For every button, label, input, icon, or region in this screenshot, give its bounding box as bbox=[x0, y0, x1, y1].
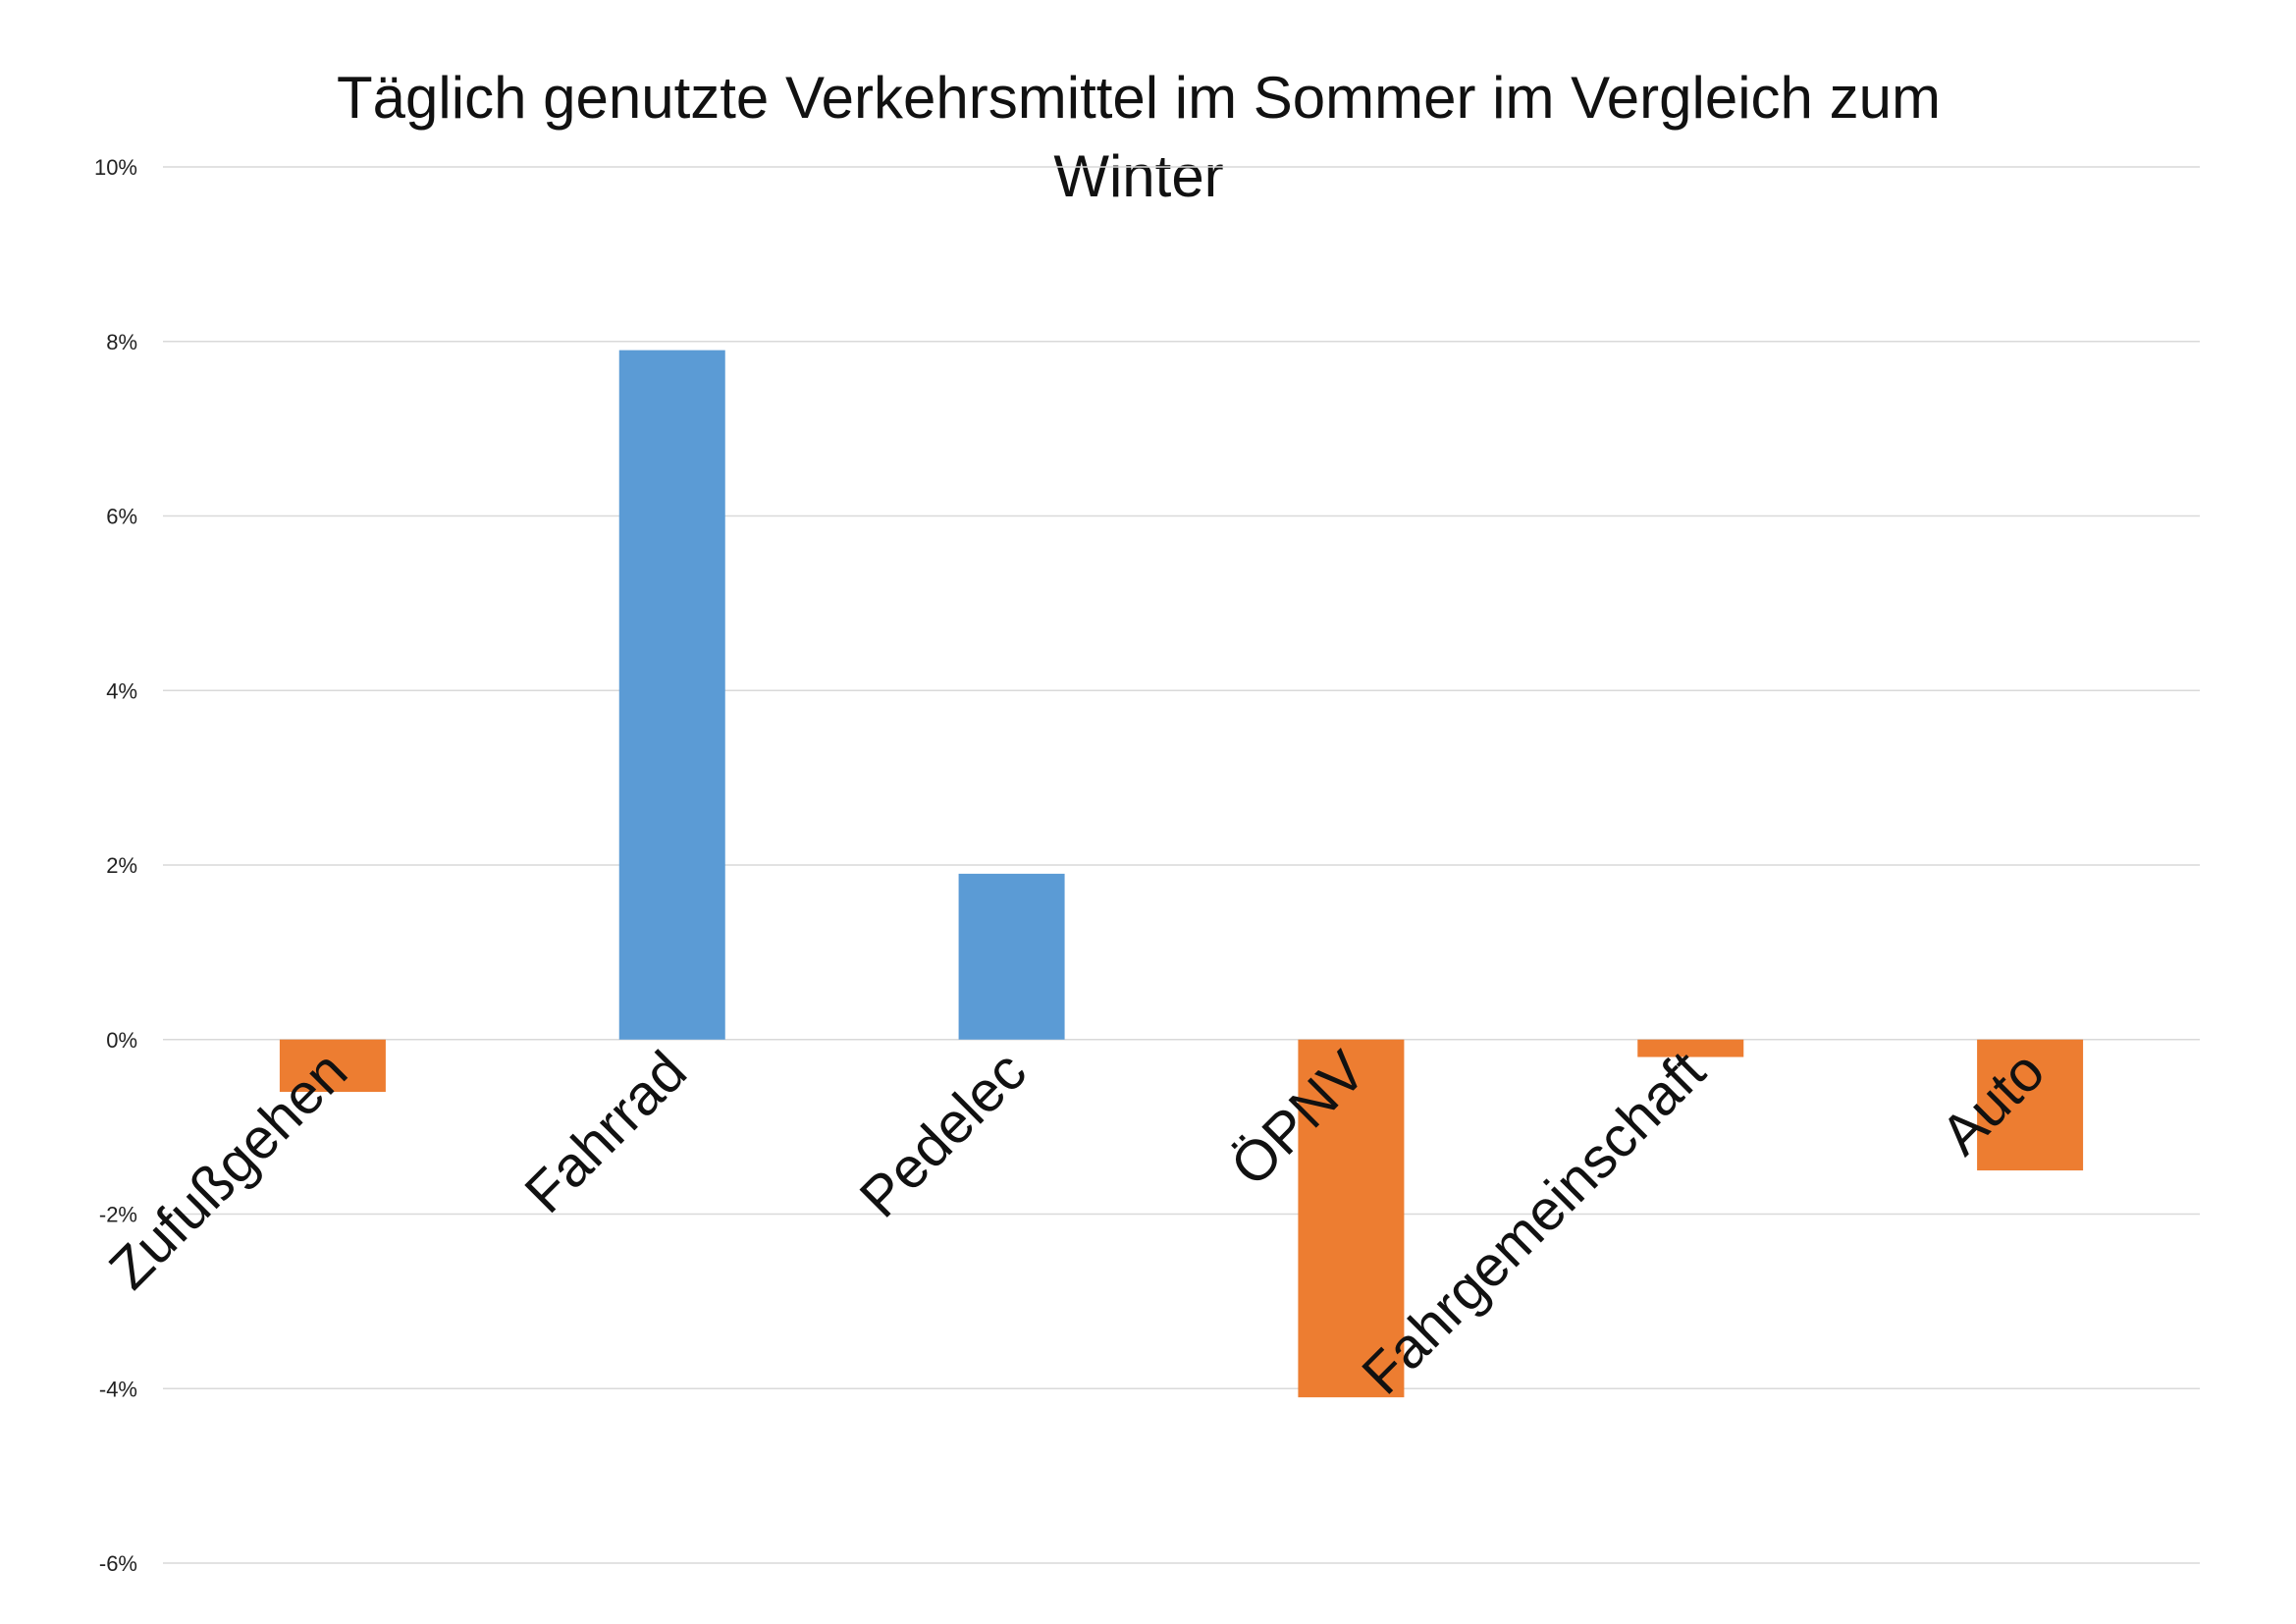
bar-5 bbox=[1977, 1039, 2084, 1171]
bar-2 bbox=[958, 873, 1065, 1040]
bar-4 bbox=[1637, 1039, 1744, 1057]
y-tick-label: -6% bbox=[99, 1551, 137, 1576]
gridlines bbox=[163, 166, 2200, 1564]
y-tick-label: 0% bbox=[106, 1028, 137, 1053]
bar-0 bbox=[279, 1039, 386, 1093]
bar-1 bbox=[618, 350, 725, 1040]
y-tick-label: 6% bbox=[106, 505, 137, 529]
y-tick-label: 4% bbox=[106, 678, 137, 703]
category-label-0: Zufußgehen bbox=[97, 1039, 359, 1301]
category-label-4: Fahrgemeinschaft bbox=[1350, 1039, 1717, 1406]
y-tick-label: -2% bbox=[99, 1203, 137, 1227]
chart-title-line-2: Winter bbox=[1053, 143, 1223, 209]
chart-title-line-1: Täglich genutzte Verkehrsmittel im Somme… bbox=[337, 65, 1941, 131]
y-tick-label: 8% bbox=[106, 330, 137, 354]
category-labels: Zufußgehen Fahrrad Pedelec ÖPNVFahrgemeinsc… bbox=[97, 1039, 2056, 1406]
category-label-1: Fahrrad bbox=[512, 1039, 699, 1225]
y-tick-label: 2% bbox=[106, 853, 137, 878]
bars bbox=[279, 350, 2084, 1398]
bar-3 bbox=[1298, 1039, 1405, 1398]
y-tick-label: 10% bbox=[94, 155, 137, 180]
y-tick-label: -4% bbox=[99, 1377, 137, 1401]
y-axis-tick-labels: 10% 8% 6% 4% 2% 0% -2% -4% -6% bbox=[94, 155, 137, 1576]
category-label-2: Pedelec bbox=[848, 1039, 1039, 1229]
